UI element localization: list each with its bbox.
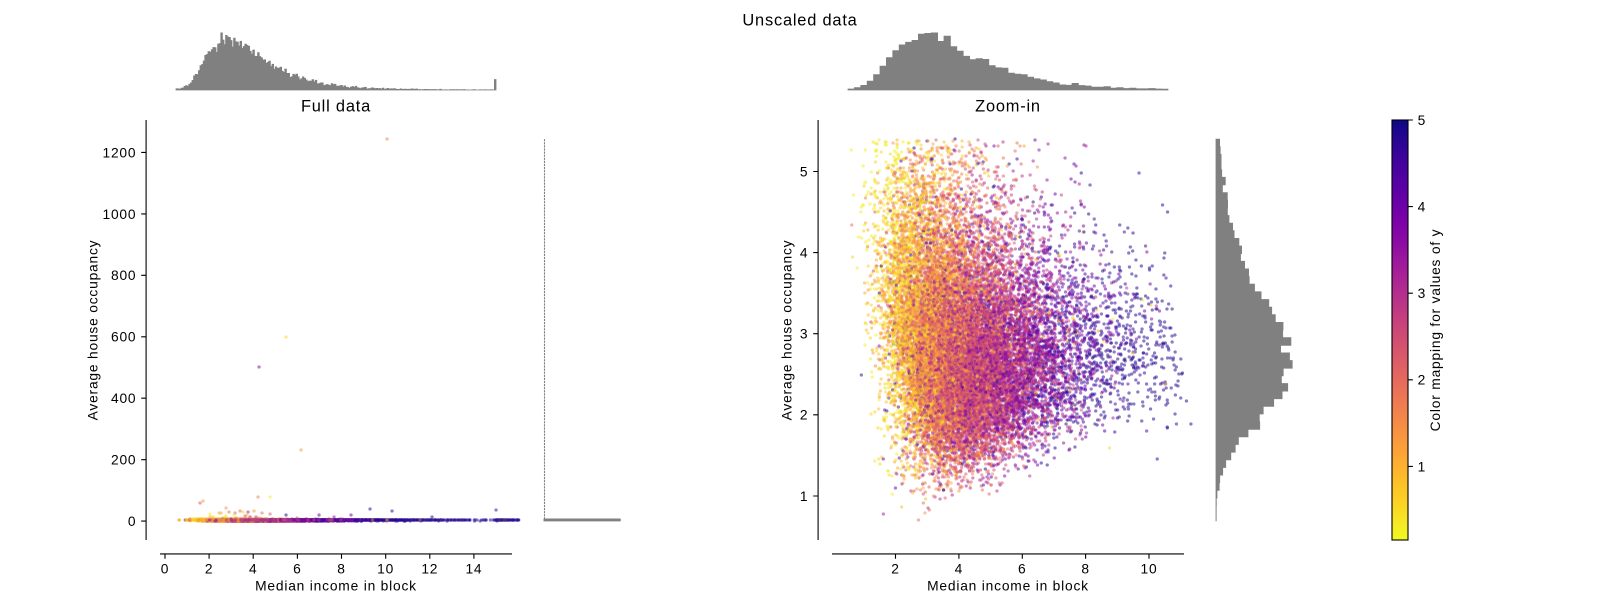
svg-text:600: 600 bbox=[111, 330, 136, 345]
svg-text:1: 1 bbox=[1418, 459, 1426, 474]
svg-text:400: 400 bbox=[111, 391, 136, 406]
svg-text:5: 5 bbox=[1418, 113, 1426, 128]
svg-text:4: 4 bbox=[249, 562, 257, 577]
svg-text:14: 14 bbox=[465, 562, 482, 577]
svg-text:Unscaled data: Unscaled data bbox=[742, 12, 857, 30]
svg-text:0: 0 bbox=[128, 514, 136, 529]
svg-text:4: 4 bbox=[1418, 199, 1426, 214]
svg-text:Average house occupancy: Average house occupancy bbox=[780, 240, 795, 421]
svg-text:2: 2 bbox=[205, 562, 213, 577]
svg-text:6: 6 bbox=[1018, 562, 1026, 577]
svg-text:Full data: Full data bbox=[301, 98, 371, 116]
svg-text:12: 12 bbox=[421, 562, 438, 577]
svg-text:4: 4 bbox=[955, 562, 963, 577]
svg-text:2: 2 bbox=[1418, 373, 1426, 388]
svg-text:Color mapping for values of y: Color mapping for values of y bbox=[1428, 229, 1443, 432]
svg-text:5: 5 bbox=[800, 164, 808, 179]
svg-text:200: 200 bbox=[111, 453, 136, 468]
svg-text:6: 6 bbox=[293, 562, 301, 577]
svg-text:8: 8 bbox=[1081, 562, 1089, 577]
svg-text:1000: 1000 bbox=[102, 207, 136, 222]
svg-text:3: 3 bbox=[1418, 286, 1426, 301]
svg-text:4: 4 bbox=[800, 246, 808, 261]
svg-text:Zoom-in: Zoom-in bbox=[975, 98, 1041, 116]
svg-text:Average house occupancy: Average house occupancy bbox=[86, 240, 101, 421]
svg-text:1200: 1200 bbox=[102, 145, 136, 160]
svg-text:Median income in block: Median income in block bbox=[927, 579, 1089, 594]
svg-text:3: 3 bbox=[800, 327, 808, 342]
svg-text:2: 2 bbox=[891, 562, 899, 577]
svg-text:1: 1 bbox=[800, 489, 808, 504]
svg-text:10: 10 bbox=[377, 562, 394, 577]
svg-text:2: 2 bbox=[800, 408, 808, 423]
svg-text:Median income in block: Median income in block bbox=[255, 579, 417, 594]
svg-text:0: 0 bbox=[161, 562, 169, 577]
svg-text:10: 10 bbox=[1141, 562, 1158, 577]
svg-text:8: 8 bbox=[337, 562, 345, 577]
svg-text:800: 800 bbox=[111, 268, 136, 283]
